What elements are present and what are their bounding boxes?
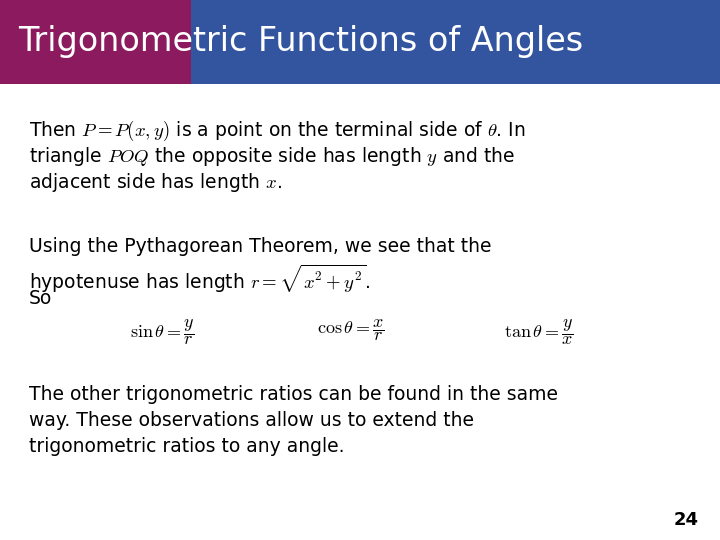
Text: triangle $POQ$ the opposite side has length $y$ and the: triangle $POQ$ the opposite side has len… xyxy=(29,145,515,168)
Text: way. These observations allow us to extend the: way. These observations allow us to exte… xyxy=(29,411,474,430)
Text: adjacent side has length $x$.: adjacent side has length $x$. xyxy=(29,171,282,194)
Text: $\tan\theta = \dfrac{y}{x}$: $\tan\theta = \dfrac{y}{x}$ xyxy=(504,318,574,347)
Text: $\cos\theta = \dfrac{x}{r}$: $\cos\theta = \dfrac{x}{r}$ xyxy=(317,318,384,343)
Text: 24: 24 xyxy=(673,511,698,529)
Text: Then $P = P(x, y)$ is a point on the terminal side of $\theta$. In: Then $P = P(x, y)$ is a point on the ter… xyxy=(29,119,526,143)
Text: So: So xyxy=(29,289,52,308)
Text: trigonometric ratios to any angle.: trigonometric ratios to any angle. xyxy=(29,437,344,456)
Text: hypotenuse has length $r = \sqrt{x^2 + y^2}$.: hypotenuse has length $r = \sqrt{x^2 + y… xyxy=(29,263,370,295)
Text: The other trigonometric ratios can be found in the same: The other trigonometric ratios can be fo… xyxy=(29,385,558,404)
Text: $\sin\theta = \dfrac{y}{r}$: $\sin\theta = \dfrac{y}{r}$ xyxy=(130,318,194,347)
Text: Trigonometric Functions of Angles: Trigonometric Functions of Angles xyxy=(18,25,583,58)
Text: Using the Pythagorean Theorem, we see that the: Using the Pythagorean Theorem, we see th… xyxy=(29,237,491,256)
Bar xyxy=(0,0,191,84)
Bar xyxy=(191,0,720,84)
